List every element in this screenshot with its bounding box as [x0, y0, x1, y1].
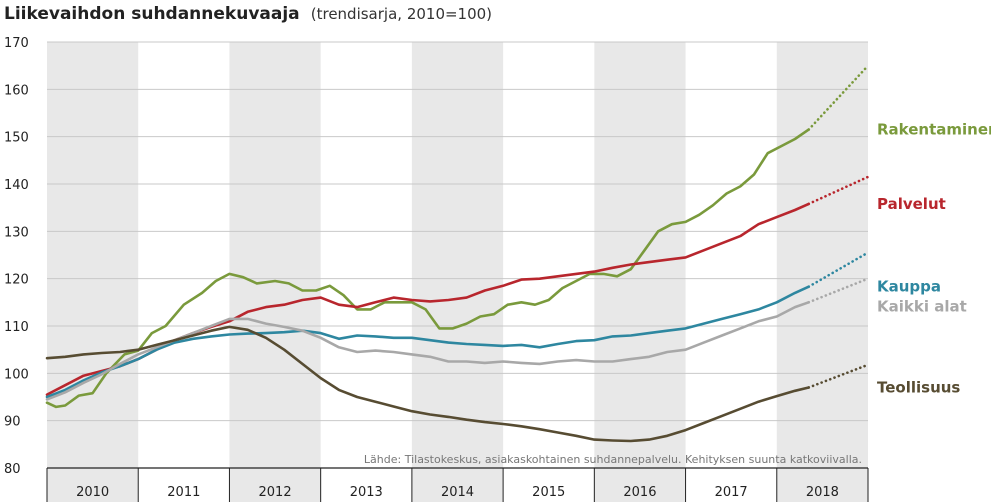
x-axis: 2010 2011 2012 2013 2014 2015 2016 2017 2018: [46, 467, 869, 502]
series-trend-kaikki-alat: [807, 277, 870, 304]
x-tick-label: 2013: [350, 485, 383, 500]
series-trend-palvelut: [807, 175, 870, 206]
year-band-2012: [229, 42, 321, 502]
gridlines: [47, 41, 868, 422]
x-tick-label: 2012: [259, 485, 292, 500]
series-label-kauppa: Kauppa: [877, 278, 941, 296]
chart-title: Liikevaihdon suhdannekuvaaja (trendisarj…: [4, 4, 492, 24]
series-line-rakentaminen: [45, 128, 810, 409]
x-tick-label: 2015: [532, 485, 565, 500]
series-trend-rakentaminen: [807, 64, 870, 131]
series-line-teollisuus: [45, 325, 810, 443]
y-axis-ticks: 170 160 150 140 130 120 110 100 90 80: [4, 36, 29, 477]
series-label-teollisuus: Teollisuus: [877, 379, 960, 397]
y-tick-label: 100: [4, 367, 29, 382]
y-tick-label: 150: [4, 131, 29, 146]
x-tick-label: 2017: [715, 485, 748, 500]
series-lines: [45, 64, 870, 443]
chart-title-main: Liikevaihdon suhdannekuvaaja: [4, 4, 300, 24]
chart-subtitle: (trendisarja, 2010=100): [311, 5, 492, 23]
year-band-2016: [594, 42, 686, 502]
series-trend-teollisuus: [807, 363, 870, 389]
y-tick-label: 170: [4, 36, 29, 51]
x-tick-label: 2010: [76, 485, 109, 500]
series-label-palvelut: Palvelut: [877, 195, 946, 213]
x-tick-label: 2018: [806, 485, 839, 500]
y-tick-label: 110: [4, 320, 29, 335]
y-tick-label: 140: [4, 178, 29, 193]
year-band-2018: [776, 42, 868, 502]
series-line-kauppa: [45, 285, 810, 399]
x-tick-label: 2011: [167, 485, 200, 500]
series-label-rakentaminen: Rakentaminen: [877, 121, 991, 139]
x-tick-label: 2016: [623, 485, 656, 500]
y-tick-label: 160: [4, 83, 29, 98]
y-tick-label: 130: [4, 225, 29, 240]
source-note: Lähde: Tilastokeskus, asiakaskohtainen s…: [364, 453, 862, 466]
y-tick-label: 90: [4, 415, 21, 430]
year-band-2014: [411, 42, 504, 502]
x-tick-label: 2014: [441, 485, 474, 500]
year-band-2010: [47, 42, 139, 502]
series-label-kaikki-alat: Kaikki alat: [877, 297, 967, 315]
y-tick-label: 80: [4, 462, 21, 477]
year-bands: [47, 42, 868, 502]
y-tick-label: 120: [4, 273, 29, 288]
